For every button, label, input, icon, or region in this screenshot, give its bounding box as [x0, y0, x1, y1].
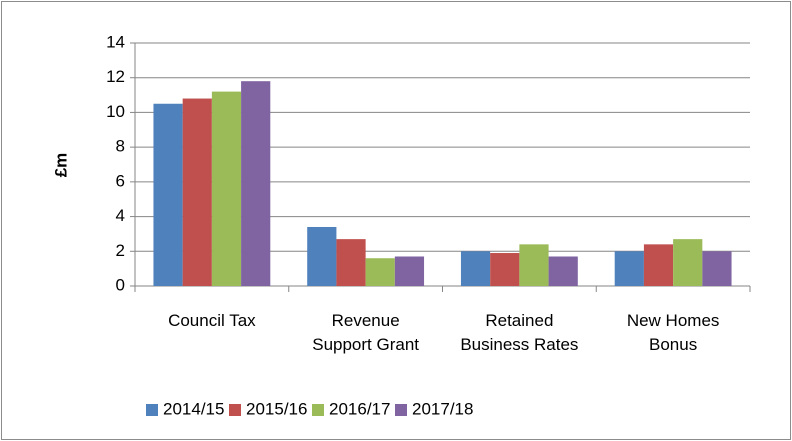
- x-tick-label-line: Retained: [485, 311, 553, 330]
- bar: [490, 253, 520, 286]
- y-tick-label: 14: [106, 32, 125, 51]
- bar: [548, 256, 578, 286]
- x-tick-label-line: Business Rates: [460, 335, 578, 354]
- y-tick-label: 12: [106, 67, 125, 86]
- legend-label: 2017/18: [412, 399, 473, 418]
- bar: [614, 251, 644, 286]
- x-tick-label: Retained Business Rates: [460, 311, 578, 354]
- legend-swatch: [312, 404, 324, 416]
- x-tick-label-line: Council Tax: [168, 311, 256, 330]
- x-tick-label: New Homes Bonus: [627, 311, 720, 354]
- bar: [673, 239, 703, 286]
- x-tick-label-line: Support Grant: [312, 335, 419, 354]
- legend-label: 2015/16: [246, 399, 307, 418]
- x-tick-label-line: New Homes: [627, 311, 720, 330]
- bar: [702, 251, 732, 286]
- bar: [643, 244, 674, 286]
- x-tick-label: Revenue Support Grant: [312, 311, 419, 354]
- y-tick-label: 6: [116, 171, 125, 190]
- legend-label: 2016/17: [329, 399, 390, 418]
- x-tick-label: Council Tax: [168, 311, 256, 330]
- legend-swatch: [229, 404, 241, 416]
- bar: [153, 103, 183, 286]
- y-tick-label: 2: [116, 241, 125, 260]
- bar: [182, 98, 212, 287]
- x-tick-label-line: Bonus: [649, 335, 697, 354]
- y-tick-label: 10: [106, 102, 125, 121]
- y-tick-label: 0: [116, 275, 125, 294]
- bar: [307, 226, 337, 286]
- x-tick-label-line: Revenue: [332, 311, 400, 330]
- bar: [519, 244, 549, 286]
- y-axis-label: £m: [51, 153, 70, 178]
- bar: [394, 256, 425, 286]
- y-tick-label: 4: [116, 206, 125, 225]
- legend-swatch: [146, 404, 158, 416]
- bar: [365, 258, 395, 286]
- legend-label: 2014/15: [163, 399, 224, 418]
- bar: [460, 251, 491, 286]
- bar: [336, 239, 366, 286]
- legend-swatch: [395, 404, 407, 416]
- bar: [241, 81, 271, 286]
- y-tick-label: 8: [116, 137, 125, 156]
- bar: [211, 91, 242, 286]
